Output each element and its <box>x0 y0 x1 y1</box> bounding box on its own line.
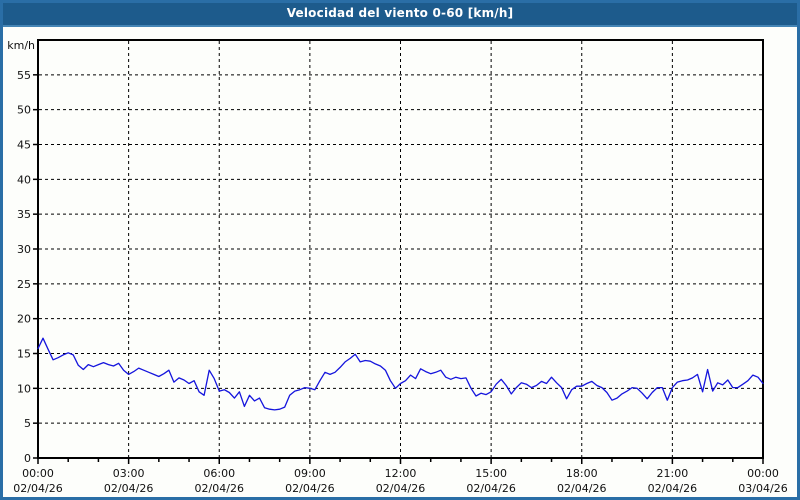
y-axis-label: 5 <box>24 417 31 430</box>
x-axis-time-label: 06:00 <box>203 467 235 480</box>
x-axis-time-label: 00:00 <box>22 467 54 480</box>
y-axis-label: 0 <box>24 452 31 465</box>
y-axis-unit-label: km/h <box>7 39 35 52</box>
y-axis-label: 20 <box>17 313 31 326</box>
y-axis-label: 25 <box>17 278 31 291</box>
y-axis-label: 30 <box>17 243 31 256</box>
x-axis-time-label: 12:00 <box>385 467 417 480</box>
x-axis-time-label: 21:00 <box>657 467 689 480</box>
wind-speed-line <box>37 337 764 411</box>
x-axis-date-label: 02/04/26 <box>648 482 697 495</box>
x-axis-date-label: 02/04/26 <box>376 482 425 495</box>
y-axis-label: 55 <box>17 69 31 82</box>
x-axis-date-label: 02/04/26 <box>195 482 244 495</box>
x-axis-date-label: 02/04/26 <box>557 482 606 495</box>
x-axis-date-label: 03/04/26 <box>738 482 787 495</box>
x-axis-date-label: 02/04/26 <box>285 482 334 495</box>
x-axis-time-label: 09:00 <box>294 467 326 480</box>
y-axis-label: 10 <box>17 382 31 395</box>
x-axis-time-label: 18:00 <box>566 467 598 480</box>
y-axis-label: 50 <box>17 104 31 117</box>
y-axis-label: 15 <box>17 348 31 361</box>
x-axis-date-label: 02/04/26 <box>104 482 153 495</box>
y-axis-label: 45 <box>17 139 31 152</box>
chart-title: Velocidad del viento 0-60 [km/h] <box>286 5 514 20</box>
x-axis-time-label: 15:00 <box>475 467 507 480</box>
x-axis-time-label: 00:00 <box>747 467 779 480</box>
x-axis-time-label: 03:00 <box>113 467 145 480</box>
x-axis-date-label: 02/04/26 <box>466 482 515 495</box>
x-axis-date-label: 02/04/26 <box>13 482 62 495</box>
y-axis-label: 35 <box>17 208 31 221</box>
y-axis-label: 40 <box>17 173 31 186</box>
chart-title-bar: Velocidad del viento 0-60 [km/h] <box>0 0 800 27</box>
